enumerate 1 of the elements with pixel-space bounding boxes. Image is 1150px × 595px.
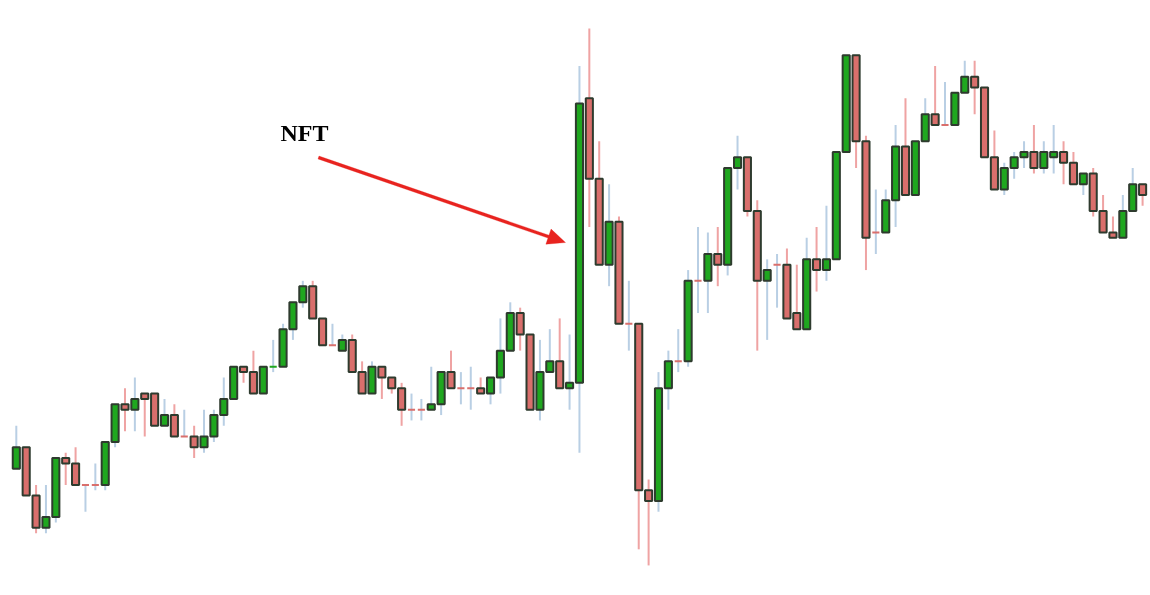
annotation: NFT [280, 119, 329, 146]
